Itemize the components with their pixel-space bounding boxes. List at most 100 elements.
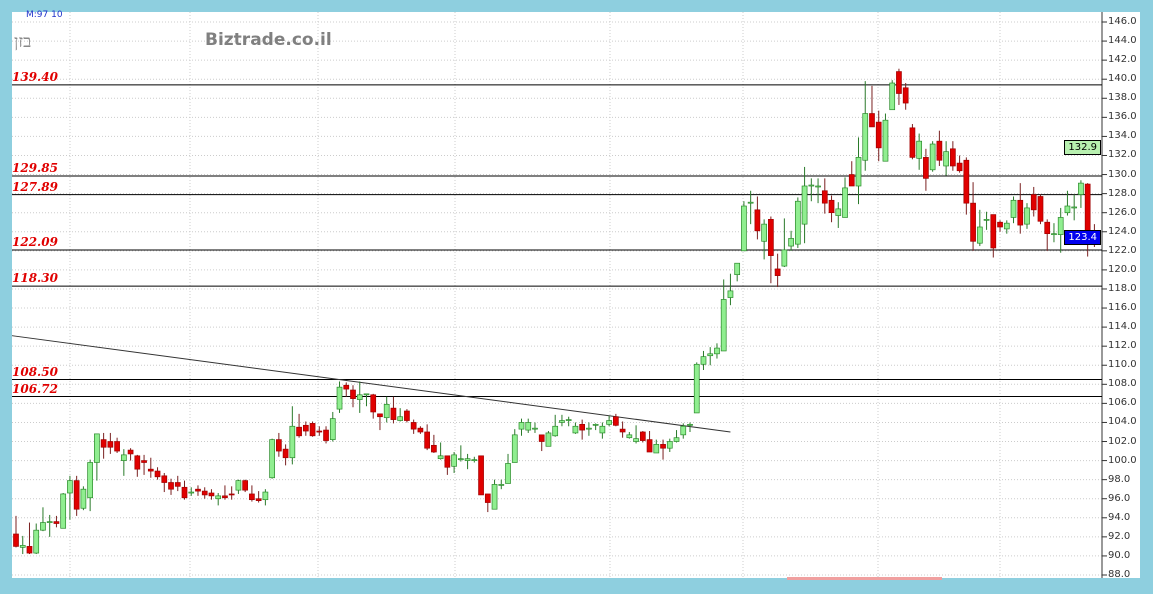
candle-down [646,439,653,453]
candle-down [323,429,329,441]
candle-up [383,403,390,419]
candle-up [269,439,275,479]
candle-down [875,121,882,149]
candle-up [491,484,498,510]
candle-up [518,422,525,430]
candle-down [53,521,60,524]
candle-down [936,140,943,161]
candle-up [46,521,53,523]
candle-down [821,190,828,204]
candle-down [134,455,141,470]
candle-up [815,185,821,188]
candle-up [1010,199,1017,218]
candle-up [808,184,815,187]
candle-up [329,418,336,440]
candle-up [943,151,949,167]
candle-down [424,431,430,449]
candle-down [538,434,545,442]
candle-up [363,393,370,396]
candle-down [579,424,586,431]
candle-up [289,425,296,459]
candle-up [188,491,195,494]
candle-down [909,127,916,158]
candle-up [929,143,936,171]
candle-up [592,424,599,426]
candle-up [120,454,127,461]
candle-down [963,159,970,204]
candle-down [161,475,168,483]
candle-up [40,522,46,531]
candle-up [19,545,26,548]
candle-down [828,199,835,214]
candle-down [970,202,976,242]
candle-down [990,214,997,249]
trendline [11,335,731,433]
candle-down [1030,194,1037,211]
level-label: 106.72 [12,381,58,396]
candle-up [633,438,639,442]
candle-down [768,219,774,256]
level-label: 118.30 [12,271,58,286]
candle-up [889,82,896,111]
symbol-name: בזן [14,32,32,52]
level-label: 129.85 [12,160,58,175]
candle-down [316,430,323,433]
y-tick-label: 134.0 [1108,130,1137,142]
candle-down [249,493,255,501]
candle-down [1044,221,1051,235]
scroll-indicator[interactable] [787,577,942,580]
y-tick-label: 124.0 [1108,225,1137,237]
candle-up [80,488,87,509]
level-label: 127.89 [12,179,58,194]
y-tick-label: 136.0 [1108,111,1137,123]
y-tick-label: 98.0 [1108,473,1131,485]
candle-down [660,444,666,449]
candle-down [242,480,249,491]
chart-plot-area[interactable] [12,12,1102,578]
candle-up [666,441,673,449]
candle-down [343,384,350,390]
candle-up [511,434,518,463]
candle-up [464,458,471,461]
y-tick-label: 140.0 [1108,73,1137,85]
candle-up [1071,206,1078,209]
candle-up [525,422,532,431]
y-tick-label: 112.0 [1108,340,1137,352]
y-tick-label: 94.0 [1108,511,1131,523]
candle-up [788,238,794,247]
candle-down [1017,199,1024,226]
candle-down [410,422,417,430]
candle-down [484,493,491,503]
y-tick-label: 116.0 [1108,302,1137,314]
candle-down [1037,196,1044,222]
indicator-badge: 132.9 [1064,139,1101,155]
candle-up [720,299,727,352]
candle-down [848,174,855,187]
candle-up [505,463,511,484]
candle-up [734,262,741,276]
candle-down [956,162,963,172]
candle-down [902,87,909,104]
candle-down [613,416,619,426]
candle-up [33,529,40,554]
y-tick-label: 106.0 [1108,397,1137,409]
candle-up [1057,217,1064,235]
candle-up [626,434,633,439]
candle-down [100,439,107,448]
watermark: Biztrade.co.il [205,30,332,50]
candle-up [976,226,983,244]
candle-down [255,498,262,501]
y-tick-label: 114.0 [1108,321,1137,333]
y-tick-label: 122.0 [1108,244,1137,256]
candle-up [727,290,734,298]
candle-down [282,448,289,459]
candle-down [390,407,397,420]
candle-down [950,148,956,167]
candle-up [94,433,100,463]
candle-up [215,495,222,500]
candle-up [559,420,565,423]
candle-down [302,424,309,432]
candle-up [552,425,559,437]
candle-up [471,459,478,461]
